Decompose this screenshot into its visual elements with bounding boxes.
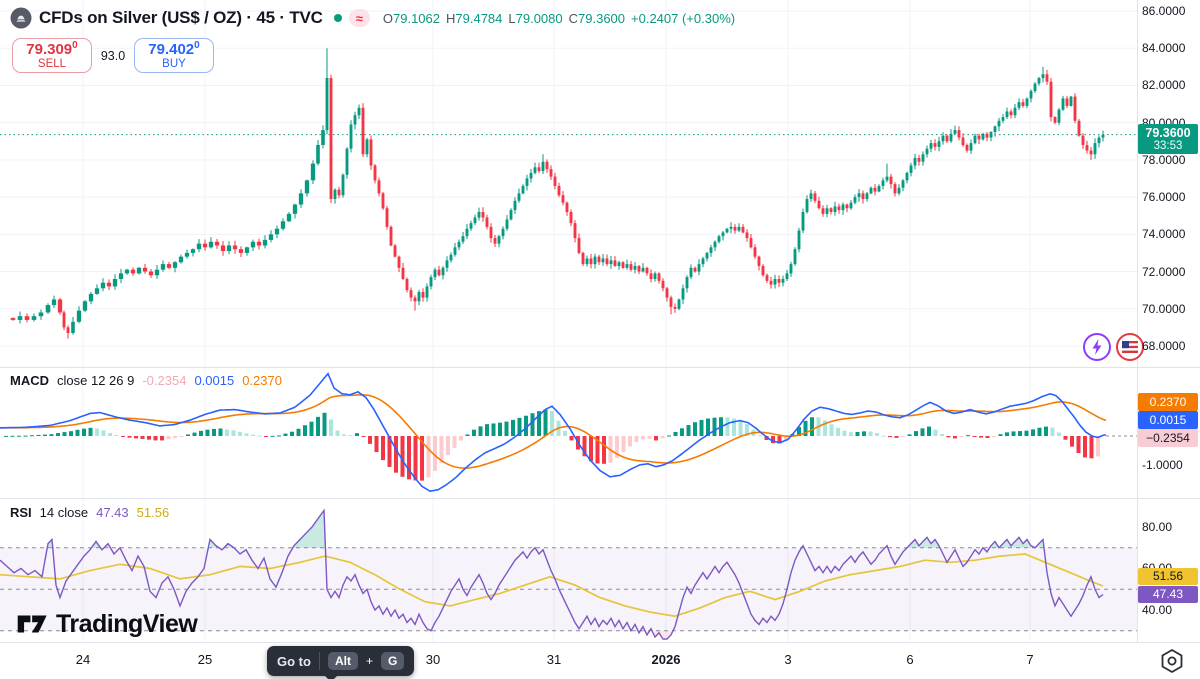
pane-separator: [0, 642, 1200, 643]
silver-symbol-icon: [10, 7, 32, 29]
v-grid: [82, 499, 1031, 642]
rsi-axis-tick-40: 40.00: [1142, 603, 1173, 617]
spread-value: 93.0: [100, 48, 126, 63]
price-axis-tick: 70.0000: [1142, 301, 1186, 316]
chart-settings-gear-icon[interactable]: [1158, 648, 1186, 674]
buy-button[interactable]: 79.4020 BUY: [134, 38, 214, 73]
price-axis-tick: 82.0000: [1142, 78, 1186, 93]
price-axis[interactable]: 86.0000 84.0000 82.0000 80.0000 78.0000 76.00…: [1137, 0, 1200, 643]
price-axis-tick: 68.0000: [1142, 338, 1186, 353]
g-key-badge: G: [380, 652, 405, 670]
macd-hist-value: -0.2354: [142, 373, 187, 388]
pane-separator[interactable]: [0, 498, 1200, 499]
rsi-overbought-fill: [48, 510, 1044, 548]
sell-button[interactable]: 79.3090 SELL: [12, 38, 92, 73]
tradingview-watermark[interactable]: TradingView: [16, 609, 198, 639]
rsi-value: 47.43: [96, 505, 129, 520]
tooltip-arrow: [325, 676, 337, 679]
time-axis[interactable]: 24 25 30 31 2026 3 6 7: [0, 643, 1200, 679]
time-axis-tick: 3: [784, 652, 792, 667]
macd-pane-canvas[interactable]: [0, 368, 1137, 498]
rsi-pane-canvas[interactable]: [0, 499, 1137, 642]
alt-key-badge: Alt: [327, 652, 358, 670]
time-axis-tick: 7: [1026, 652, 1034, 667]
rsi-legend[interactable]: RSI 14 close 47.43 51.56: [10, 505, 170, 520]
delayed-data-badge[interactable]: ≈: [348, 9, 370, 27]
macd-signal-axis-badge: 0.2370: [1138, 393, 1198, 411]
macd-axis-tick: -1.0000: [1142, 458, 1183, 472]
macd-signal-value: 0.2370: [242, 373, 282, 388]
tradingview-logo-icon: [17, 615, 47, 633]
time-axis-tick: 24: [75, 652, 91, 667]
price-axis-tick: 84.0000: [1142, 41, 1186, 56]
trade-panel: 79.3090 SELL 93.0 79.4020 BUY: [12, 38, 214, 73]
v-grid: [82, 0, 1031, 367]
chart-event-icons: [1082, 332, 1145, 362]
time-axis-tick: 2026: [651, 652, 681, 667]
ohlc-values: O79.1062 H79.4784 L79.0080 C79.3600 +0.2…: [382, 10, 736, 26]
time-axis-tick: 31: [546, 652, 562, 667]
macd-line-value: 0.0015: [194, 373, 235, 388]
rsi-axis-tick-80: 80.00: [1142, 520, 1173, 534]
macd-legend[interactable]: MACD close 12 26 9 -0.2354 0.0015 0.2370: [10, 373, 282, 388]
macd-hist-axis-badge: −0.2354: [1138, 429, 1198, 447]
macd-histogram: [4, 409, 1100, 481]
price-axis-tick: 76.0000: [1142, 190, 1186, 205]
us-flag-event-icon[interactable]: [1115, 332, 1145, 362]
time-axis-tick: 6: [906, 652, 914, 667]
symbol-title[interactable]: CFDs on Silver (US$ / OZ) · 45 · TVC: [39, 8, 323, 27]
rsi-ma-axis-badge: 51.56: [1138, 568, 1198, 585]
price-axis-tick: 86.0000: [1142, 4, 1186, 18]
bar-countdown: 33:53: [1153, 140, 1183, 152]
price-axis-separator: [1137, 0, 1138, 643]
rsi-ma-value: 51.56: [136, 505, 170, 520]
pane-separator[interactable]: [0, 367, 1200, 368]
macd-line: [0, 372, 1106, 493]
market-status-dot[interactable]: [333, 14, 342, 22]
rsi-axis-badge: 47.43: [1138, 586, 1198, 603]
macd-line-axis-badge: 0.0015: [1138, 411, 1198, 429]
flash-event-icon[interactable]: [1082, 332, 1112, 362]
macd-signal-line: [0, 394, 1107, 469]
candle-bodies: [10, 74, 1105, 333]
goto-date-tooltip: Go to Alt + G: [267, 646, 415, 679]
price-axis-tick: 72.0000: [1142, 264, 1186, 279]
rsi-ma-line: [0, 553, 1104, 618]
time-axis-tick: 30: [425, 652, 441, 667]
symbol-legend: CFDs on Silver (US$ / OZ) · 45 · TVC ≈ O…: [10, 5, 735, 31]
price-axis-tick: 78.0000: [1142, 152, 1186, 167]
time-axis-tick: 25: [197, 652, 213, 667]
current-price-badge: 79.3600 33:53: [1138, 124, 1198, 154]
price-axis-tick: 74.0000: [1142, 227, 1186, 242]
rsi-line: [0, 508, 1104, 640]
price-change: +0.2407 (+0.30%): [631, 10, 736, 26]
